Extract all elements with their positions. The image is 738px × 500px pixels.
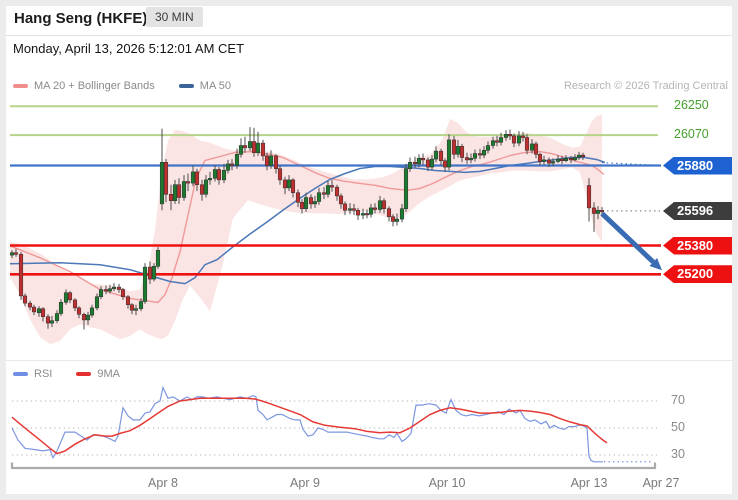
ma50-legend-label: MA 50 bbox=[199, 80, 231, 92]
main-chart-legend: MA 20 + Bollinger Bands MA 50 bbox=[13, 80, 249, 92]
support-price-tag-25200: 25200 bbox=[663, 265, 737, 284]
research-credit: Research © 2026 Trading Central bbox=[563, 80, 728, 92]
panel-divider bbox=[6, 360, 732, 361]
support-price-tag-25380: 25380 bbox=[663, 236, 737, 255]
timeframe-badge[interactable]: 30 MIN bbox=[146, 7, 203, 27]
instrument-title: Hang Seng (HKFE) bbox=[14, 10, 148, 27]
x-axis-label-apr13: Apr 13 bbox=[570, 476, 608, 490]
rsi-scale-label-30: 30 bbox=[671, 447, 685, 461]
resistance-level-label-26250: 26250 bbox=[674, 98, 709, 113]
ma20-bollinger-legend-swatch bbox=[13, 84, 28, 88]
x-axis-label-apr9: Apr 9 bbox=[290, 476, 320, 490]
x-axis-label-apr10: Apr 10 bbox=[428, 476, 466, 490]
rsi-9ma-legend-swatch bbox=[76, 372, 92, 376]
pivot-price-tag-25880: 25880 bbox=[663, 156, 737, 175]
rsi-9ma-legend-label: 9MA bbox=[97, 368, 120, 380]
ma20-bollinger-legend-label: MA 20 + Bollinger Bands bbox=[34, 80, 155, 92]
rsi-scale-label-70: 70 bbox=[671, 393, 685, 407]
rsi-legend-swatch bbox=[13, 372, 28, 376]
rsi-legend-label: RSI bbox=[34, 368, 53, 380]
rsi-scale-label-50: 50 bbox=[671, 420, 685, 434]
x-axis-label-apr8: Apr 8 bbox=[148, 476, 178, 490]
x-axis-label-apr27: Apr 27 bbox=[642, 476, 680, 490]
ma50-legend-swatch bbox=[178, 84, 194, 88]
last-price-tag-25596: 25596 bbox=[663, 201, 737, 220]
resistance-level-label-26070: 26070 bbox=[674, 127, 709, 142]
rsi-legend: RSI 9MA bbox=[13, 368, 138, 380]
header-divider bbox=[6, 35, 732, 36]
timestamp-line: Monday, April 13, 2026 5:12:01 AM CET bbox=[13, 41, 245, 56]
